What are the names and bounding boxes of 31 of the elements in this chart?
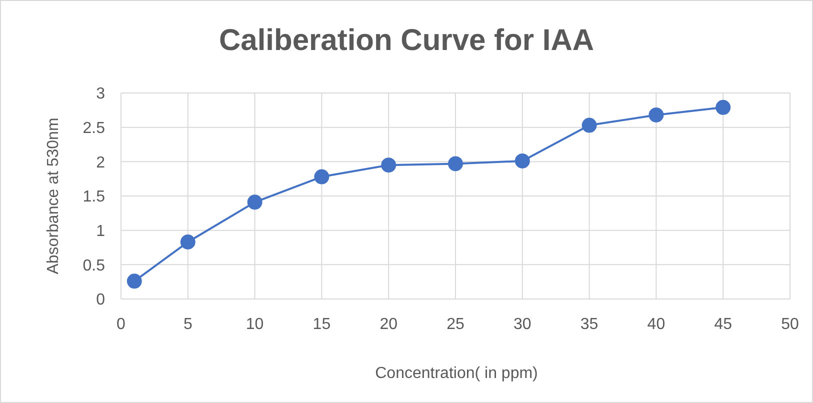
point (716, 100, 731, 115)
x-tick-label: 0 (116, 316, 126, 333)
x-tick-label: 20 (380, 316, 398, 333)
x-tick-label: 45 (714, 316, 732, 333)
x-tick-label: 50 (781, 316, 799, 333)
point (448, 156, 463, 172)
chart-title: Caliberation Curve for IAA (218, 24, 594, 57)
point (582, 118, 597, 133)
point (514, 153, 530, 168)
x-tick-label: 5 (183, 316, 192, 333)
point (126, 274, 142, 289)
point (648, 107, 664, 122)
point (180, 234, 196, 250)
y-tick-label: 0.5 (82, 257, 106, 274)
point (381, 158, 396, 173)
x-tick-label: 35 (580, 316, 598, 333)
x-axis-title: Concentration( in ppm) (375, 365, 538, 382)
x-tick-label: 30 (514, 316, 532, 333)
y-tick-label: 2.5 (82, 120, 106, 137)
x-tick-label: 15 (312, 316, 331, 333)
y-tick-label: 1.5 (82, 188, 106, 206)
y-tick-label: 1 (96, 222, 106, 240)
point (247, 194, 262, 210)
y-tick-label: 2 (96, 154, 106, 172)
x-tick-label: 25 (446, 316, 464, 333)
y-axis-title: Absorbance at 530nm (45, 118, 62, 274)
y-tick-label: 3 (96, 86, 106, 103)
x-tick-label: 10 (246, 316, 264, 333)
y-tick-label: 0 (96, 292, 106, 309)
x-tick-label: 40 (647, 316, 666, 333)
point (314, 169, 330, 184)
